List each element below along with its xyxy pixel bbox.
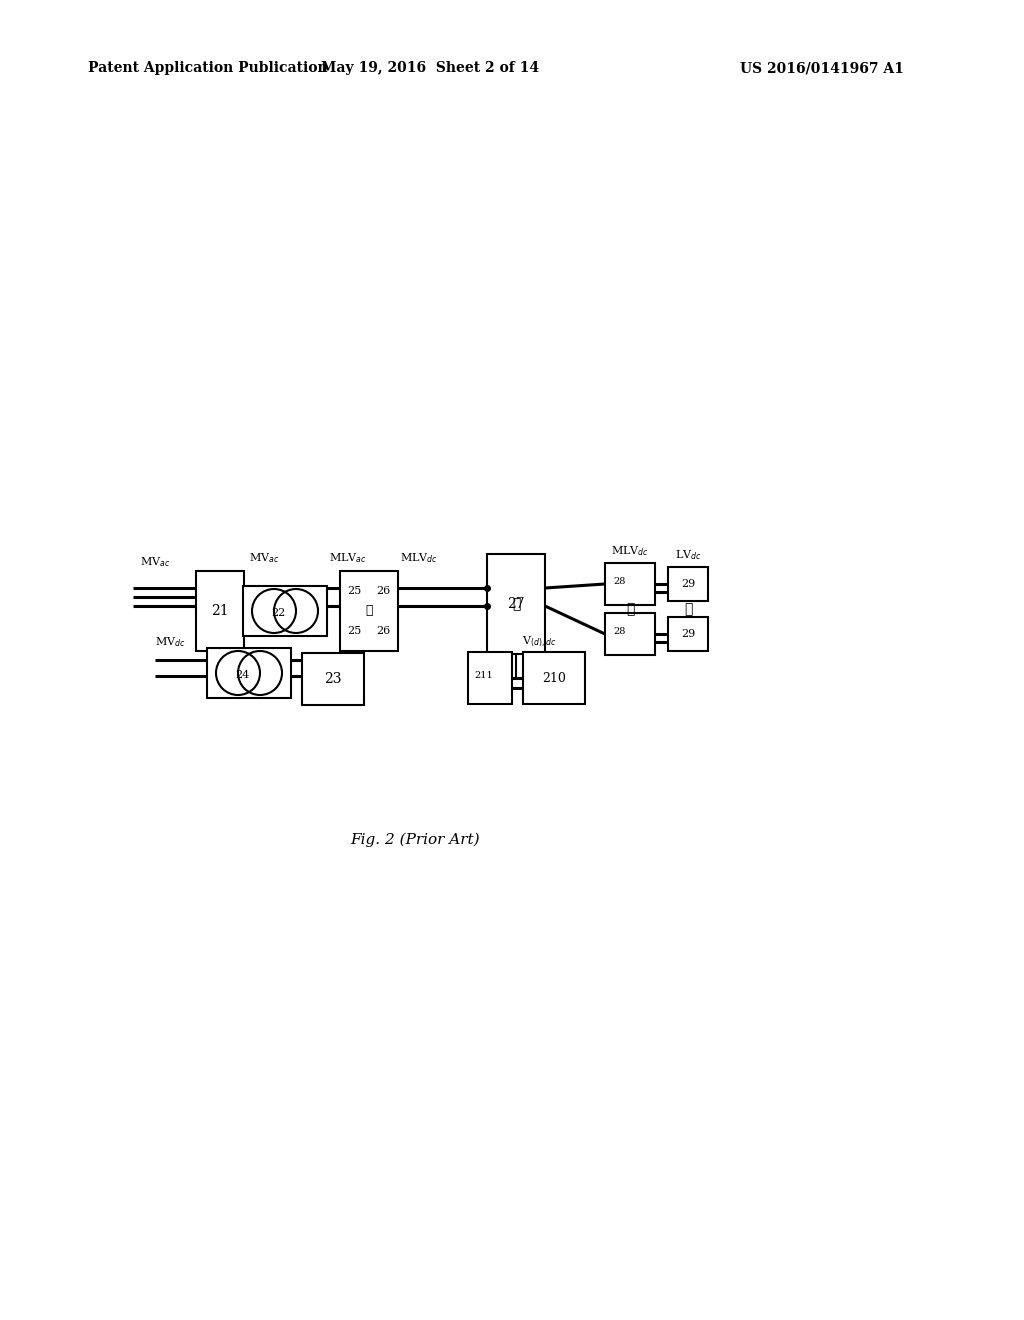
Text: MLV$_{ac}$: MLV$_{ac}$ [329,552,367,565]
Text: 23: 23 [325,672,342,686]
Text: 28: 28 [613,577,627,586]
Bar [487,554,545,653]
Text: MV$_{ac}$: MV$_{ac}$ [140,556,170,569]
Bar [605,564,655,605]
Text: 22: 22 [271,609,286,618]
Bar [668,616,708,651]
Text: Patent Application Publication: Patent Application Publication [88,61,328,75]
Text: 29: 29 [681,579,695,589]
Bar [244,586,327,636]
Text: 21: 21 [211,605,228,618]
Text: ⋮: ⋮ [684,602,692,616]
Bar [340,572,398,651]
Text: 24: 24 [236,671,250,680]
Text: MLV$_{dc}$: MLV$_{dc}$ [611,544,649,558]
Text: 25: 25 [347,626,361,636]
Bar [302,653,364,705]
Text: ⋮: ⋮ [366,605,373,618]
Text: 25: 25 [347,586,361,597]
Text: 26: 26 [377,586,390,597]
Text: US 2016/0141967 A1: US 2016/0141967 A1 [740,61,904,75]
Bar [605,612,655,655]
Text: 211: 211 [474,671,493,680]
Text: ⋮: ⋮ [512,597,520,611]
Text: 28: 28 [613,627,627,636]
Text: LV$_{dc}$: LV$_{dc}$ [675,548,701,562]
Text: Fig. 2 (Prior Art): Fig. 2 (Prior Art) [350,833,480,847]
Text: 27: 27 [507,597,525,611]
Text: ⋮: ⋮ [626,602,634,616]
Text: MLV$_{dc}$: MLV$_{dc}$ [400,552,438,565]
Text: V$_{(d),dc}$: V$_{(d),dc}$ [522,635,556,649]
Text: May 19, 2016  Sheet 2 of 14: May 19, 2016 Sheet 2 of 14 [321,61,539,75]
Text: 210: 210 [542,672,566,685]
Text: MV$_{ac}$: MV$_{ac}$ [249,552,280,565]
Text: MV$_{dc}$: MV$_{dc}$ [155,635,185,649]
Text: 26: 26 [377,626,390,636]
Bar [523,652,585,704]
Bar [207,648,291,698]
Bar [668,568,708,601]
Text: 29: 29 [681,630,695,639]
Bar [196,572,244,651]
Bar [468,652,512,704]
